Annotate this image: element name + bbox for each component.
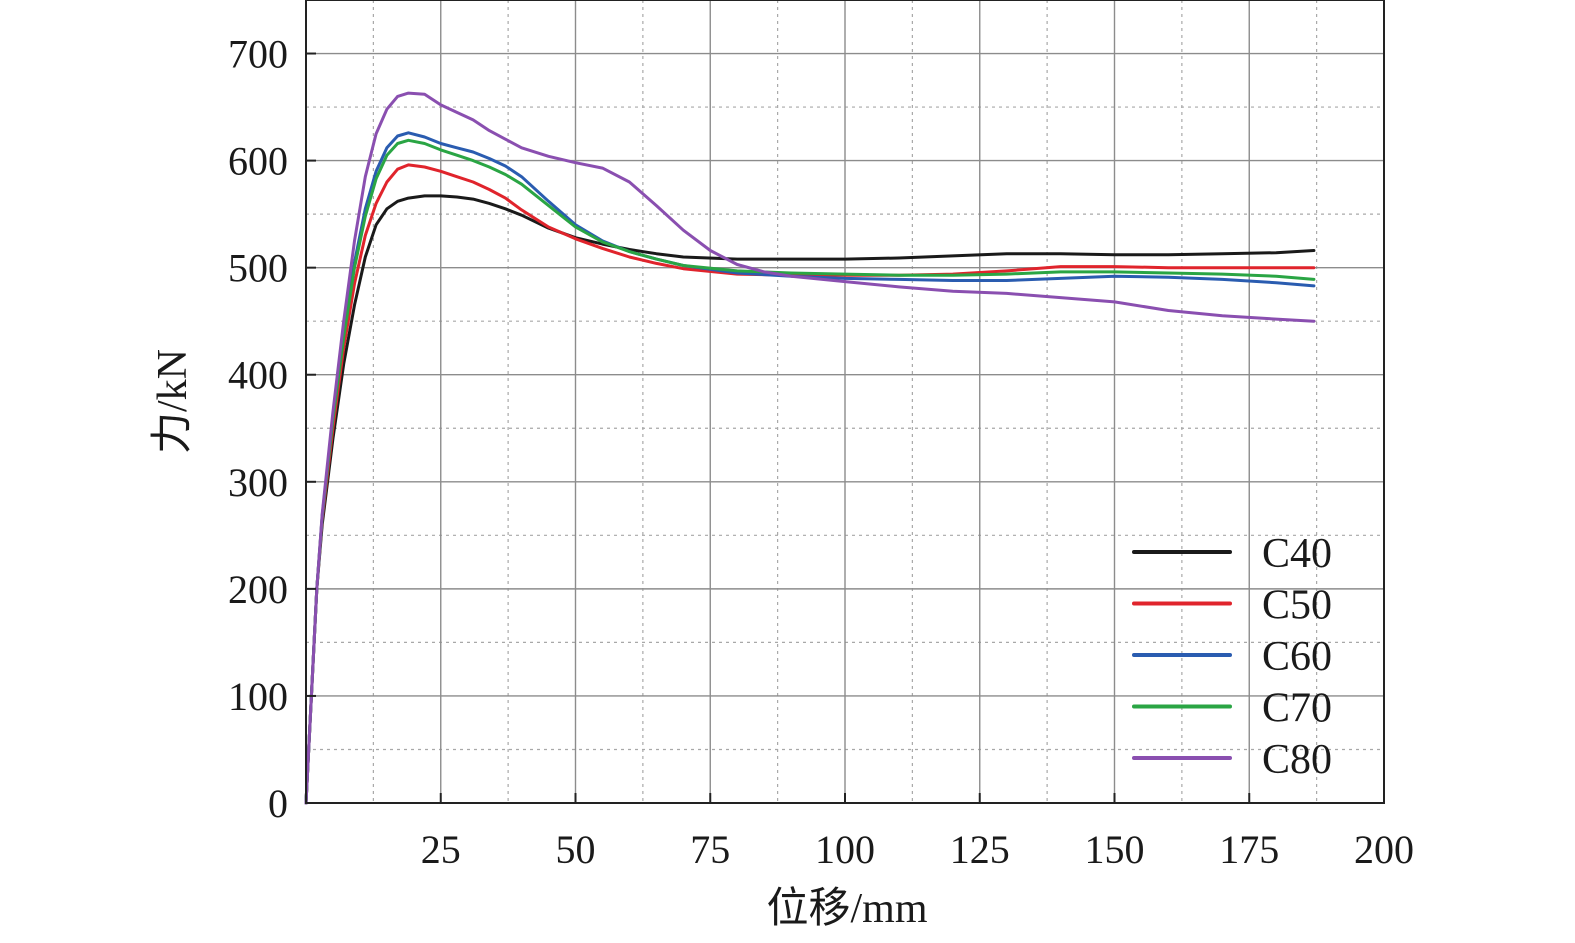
- series-line-c70: [304, 138, 1316, 805]
- legend-label-c80: C80: [1262, 737, 1332, 783]
- x-tick-label: 175: [1219, 827, 1279, 872]
- x-axis-title: 位移/mm: [766, 885, 927, 932]
- legend: C40 C50 C60 C70 C80: [1132, 531, 1332, 783]
- x-tick-label: 200: [1354, 827, 1414, 872]
- grid: [306, 0, 1384, 803]
- x-tick-label: 50: [556, 827, 596, 872]
- x-tick-label: 100: [815, 827, 875, 872]
- y-tick-label: 700: [228, 32, 288, 77]
- series-line-c60: [304, 131, 1316, 805]
- y-axis-title: 力/kN: [150, 349, 196, 454]
- series-line-c40: [304, 194, 1316, 805]
- y-tick-label: 500: [228, 246, 288, 291]
- y-tick-label: 300: [228, 460, 288, 505]
- x-tick-label: 150: [1085, 827, 1145, 872]
- series-layer: [304, 91, 1316, 805]
- x-tick-label: 75: [690, 827, 730, 872]
- y-tick-label: 0: [268, 781, 288, 826]
- ticks: 0 100 200 300 400 500 600 700 25 50 75 100 125 150 175…: [228, 32, 1414, 872]
- x-tick-label: 125: [950, 827, 1010, 872]
- series-line-c50: [304, 163, 1316, 805]
- y-tick-label: 400: [228, 353, 288, 398]
- legend-label-c40: C40: [1262, 531, 1332, 577]
- series-line-c80: [304, 91, 1316, 805]
- legend-label-c50: C50: [1262, 583, 1332, 629]
- y-tick-label: 100: [228, 674, 288, 719]
- legend-label-c60: C60: [1262, 634, 1332, 680]
- x-tick-label: 25: [421, 827, 461, 872]
- legend-label-c70: C70: [1262, 686, 1332, 732]
- y-tick-label: 200: [228, 567, 288, 612]
- y-tick-label: 600: [228, 139, 288, 184]
